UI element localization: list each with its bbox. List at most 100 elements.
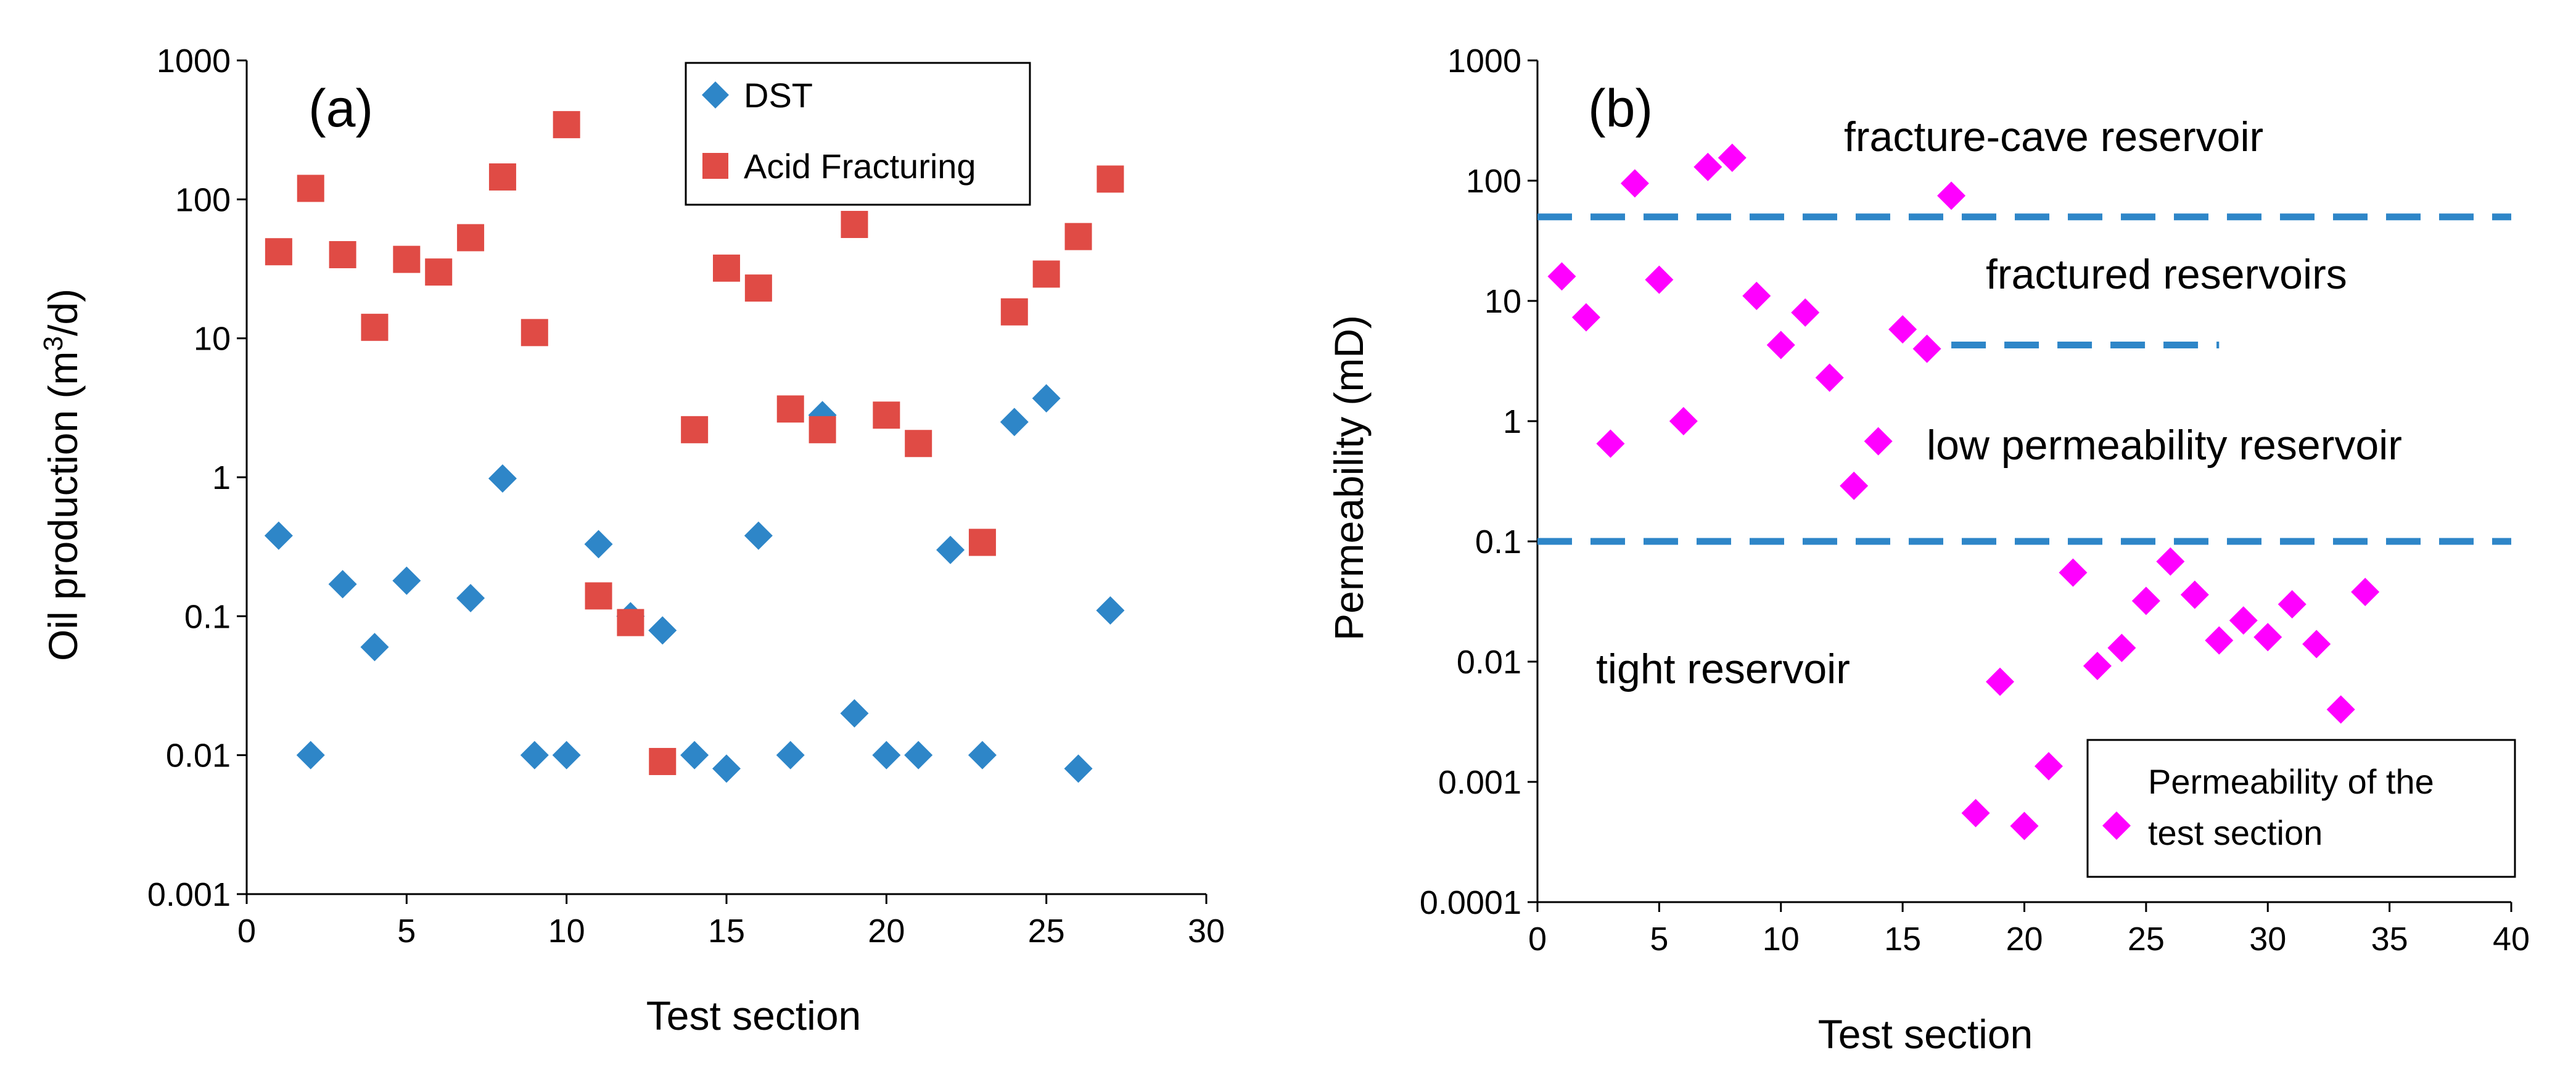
x-ticks-a: 0 5 10 15 20 25 30 (237, 894, 1225, 950)
y-tick-label: 0.001 (147, 876, 231, 913)
point-b-series0 (2131, 586, 2160, 615)
legend-b-label-line1: Permeability of the (2148, 762, 2434, 801)
y-tick-label: 0.1 (1475, 524, 1521, 561)
x-tick-label: 0 (1528, 921, 1547, 958)
x-tick-label: 20 (868, 913, 905, 950)
point-b-series0 (1888, 315, 1917, 344)
point-b-series0 (2034, 752, 2063, 781)
point-b-series0 (2156, 547, 2185, 576)
point-b-series0 (2205, 626, 2234, 655)
point-a-series0 (584, 530, 613, 559)
point-a-series1 (553, 111, 580, 139)
point-a-series0 (1096, 596, 1125, 625)
point-a-series1 (1000, 298, 1028, 326)
y-tick-label: 0.001 (1438, 764, 1521, 801)
point-a-series0 (392, 566, 421, 595)
point-b-series0 (1571, 303, 1600, 332)
x-axis-label-a: Test section (646, 993, 862, 1038)
legend-a: DST Acid Fracturing (685, 62, 1031, 206)
y-tick-label: 0.01 (1457, 644, 1521, 681)
point-a-series1 (649, 747, 677, 775)
point-b-series0 (1693, 152, 1722, 181)
point-b-series0 (1547, 262, 1576, 291)
point-b-series0 (2107, 633, 2136, 662)
y-tick-label: 1000 (157, 43, 231, 80)
point-b-series0 (1864, 427, 1893, 456)
x-axis-label-b: Test section (1818, 1011, 2033, 1057)
x-tick-label: 25 (2128, 921, 2165, 958)
x-tick-label: 15 (708, 913, 745, 950)
point-b-series0 (1815, 363, 1844, 392)
y-tick-label: 1 (212, 459, 231, 496)
y-tick-label: 0.0001 (1420, 884, 1521, 921)
point-a-series0 (552, 741, 581, 770)
points-a (264, 111, 1125, 783)
y-axis-label-a-main: Oil production (m (40, 351, 86, 662)
point-a-series1 (297, 175, 324, 202)
y-tick-label: 0.1 (184, 598, 231, 635)
point-a-series0 (872, 741, 901, 770)
point-a-series0 (904, 741, 933, 770)
point-b-series0 (1986, 667, 2015, 696)
legend-b-label-line2: test section (2148, 813, 2323, 852)
legend-b-marker (2102, 811, 2131, 840)
point-b-series0 (1596, 429, 1625, 458)
point-a-series1 (713, 254, 740, 282)
annotation-low-permeability: low permeability reservoir (1927, 422, 2402, 469)
legend-a-acid-marker (702, 153, 728, 179)
y-tick-label: 1000 (1447, 43, 1521, 80)
annotation-fractured: fractured reservoirs (1986, 251, 2347, 298)
legend-b-box (2086, 739, 2516, 878)
point-a-series0 (1032, 384, 1061, 413)
x-tick-label: 10 (1763, 921, 1800, 958)
point-a-series1 (841, 210, 868, 238)
y-tick-label: 10 (1484, 283, 1521, 320)
point-b-series0 (1766, 331, 1795, 359)
point-a-series1 (265, 238, 292, 266)
x-tick-label: 10 (548, 913, 585, 950)
point-a-series0 (1000, 408, 1029, 437)
point-b-series0 (1937, 181, 1966, 210)
point-a-series0 (712, 754, 741, 783)
point-b-series0 (1791, 298, 1820, 327)
point-b-series0 (2326, 695, 2355, 724)
point-a-series0 (296, 741, 325, 770)
point-b-series0 (1961, 799, 1990, 828)
point-b-series0 (1912, 334, 1941, 363)
point-a-series1 (1032, 260, 1060, 288)
annotation-fracture-cave: fracture-cave reservoir (1844, 113, 2263, 160)
point-a-series1 (968, 528, 996, 556)
y-axis-label-a-tail: /d) (40, 289, 86, 336)
point-b-series0 (2229, 606, 2258, 635)
point-a-series1 (744, 274, 772, 302)
point-b-series0 (1840, 471, 1869, 500)
panel-label-a: (a) (308, 79, 373, 138)
legend-a-box (685, 62, 1031, 206)
x-ticks-b: 0 5 10 15 20 25 30 35 40 (1528, 902, 2530, 958)
point-a-series0 (520, 741, 549, 770)
legend-a-acid-label: Acid Fracturing (744, 147, 976, 186)
point-a-series0 (968, 741, 997, 770)
point-a-series1 (393, 245, 421, 273)
reference-lines-b (1537, 213, 2511, 545)
point-a-series1 (521, 319, 548, 347)
point-b-series0 (2302, 630, 2331, 659)
point-b-series0 (1742, 281, 1771, 310)
x-tick-label: 30 (2249, 921, 2286, 958)
panel-b: 0.0001 0.001 0.01 0.1 1 10 100 1000 0 5 10 15 20 25 3… (1326, 43, 2530, 1057)
y-axis-label-a: Oil production (m3/d) (38, 289, 86, 661)
point-b-series0 (2059, 558, 2088, 587)
point-a-series0 (328, 570, 357, 599)
point-a-series1 (329, 241, 356, 269)
x-tick-label: 25 (1028, 913, 1065, 950)
x-tick-label: 35 (2371, 921, 2408, 958)
x-tick-label: 15 (1884, 921, 1921, 958)
panel-label-b: (b) (1588, 79, 1653, 138)
legend-a-dst-marker (702, 81, 729, 109)
point-a-series0 (776, 741, 805, 770)
point-a-series0 (456, 583, 485, 612)
x-tick-label: 30 (1188, 913, 1225, 950)
point-a-series0 (680, 741, 709, 770)
point-a-series0 (360, 633, 389, 662)
